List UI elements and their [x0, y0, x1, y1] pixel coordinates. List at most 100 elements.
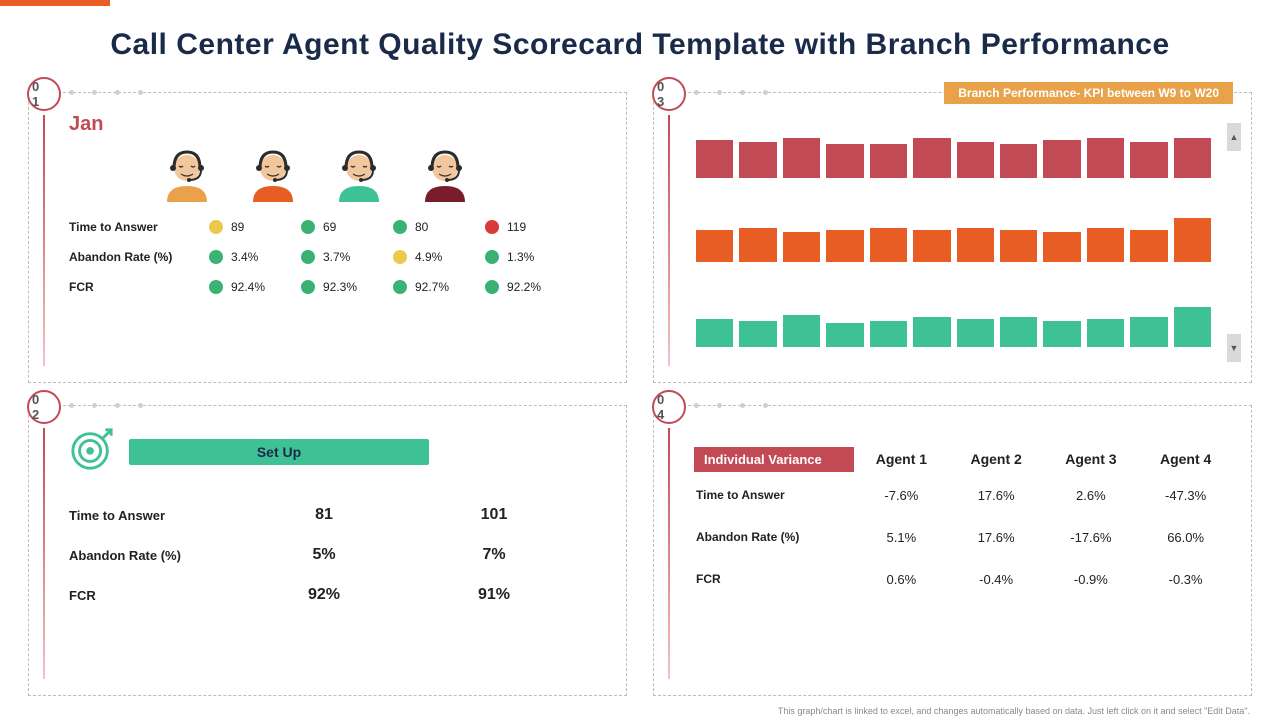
table-cell: 66.0% — [1138, 530, 1233, 545]
panel-badge-01: 0 1 — [27, 77, 61, 111]
setup-value: 92% — [239, 586, 409, 604]
table-cell: -0.4% — [949, 572, 1044, 587]
setup-label: FCR — [69, 588, 239, 603]
panel-branch-kpi: 0 3 Branch Performance- KPI between W9 t… — [653, 92, 1252, 383]
status-dot — [301, 280, 315, 294]
bar — [739, 228, 776, 262]
col-header: Agent 2 — [949, 451, 1044, 467]
setup-row: FCR92%91% — [69, 575, 608, 615]
bar-series-row — [696, 305, 1211, 347]
metric-row: Time to Answer 89 69 80 119 — [69, 212, 608, 242]
panel-jan-metrics: 0 1 Jan Time to Answer896980119Abandon R… — [28, 92, 627, 383]
decor-vline — [43, 428, 45, 679]
bar — [957, 319, 994, 347]
panel-setup: 0 2 Set Up Time to Answer81101Abandon Ra… — [28, 405, 627, 696]
col-header: Agent 4 — [1138, 451, 1233, 467]
row-label: Abandon Rate (%) — [694, 530, 854, 544]
metric-cell: 3.7% — [301, 250, 363, 264]
scroll-down-button[interactable]: ▼ — [1227, 334, 1241, 362]
metric-value: 92.7% — [415, 280, 449, 294]
metric-value: 69 — [323, 220, 336, 234]
panel-grid: 0 1 Jan Time to Answer896980119Abandon R… — [28, 92, 1252, 696]
metric-label: Abandon Rate (%) — [69, 250, 209, 264]
bar — [1043, 232, 1080, 262]
bar — [1000, 144, 1037, 178]
metric-cell: 4.9% — [393, 250, 455, 264]
table-row: Abandon Rate (%)5.1%17.6%-17.6%66.0% — [694, 516, 1233, 558]
panel-variance: 0 4 Individual Variance Agent 1 Agent 2 … — [653, 405, 1252, 696]
headset-agent-icon — [331, 146, 387, 202]
bar — [826, 323, 863, 347]
metric-cell: 80 — [393, 220, 455, 234]
accent-bar — [0, 0, 110, 6]
panel-badge-03: 0 3 — [652, 77, 686, 111]
bar — [1130, 317, 1167, 347]
status-dot — [209, 220, 223, 234]
bar — [957, 142, 994, 178]
variance-badge: Individual Variance — [694, 447, 854, 472]
bar — [913, 230, 950, 262]
status-dot — [393, 250, 407, 264]
status-dot — [393, 280, 407, 294]
status-dot — [485, 250, 499, 264]
setup-value: 101 — [409, 506, 579, 524]
metric-value: 4.9% — [415, 250, 442, 264]
bar — [913, 317, 950, 347]
table-head: Individual Variance Agent 1 Agent 2 Agen… — [694, 444, 1233, 474]
bar — [783, 315, 820, 347]
bar — [739, 142, 776, 178]
decor-vline — [668, 115, 670, 366]
metric-value: 92.4% — [231, 280, 265, 294]
headset-agent-icon — [159, 146, 215, 202]
target-icon — [69, 426, 115, 477]
scroll-up-button[interactable]: ▲ — [1227, 123, 1241, 151]
setup-row: Time to Answer81101 — [69, 495, 608, 535]
bar — [870, 144, 907, 178]
metric-value: 119 — [507, 220, 526, 234]
headset-agent-icon — [417, 146, 473, 202]
metric-cell: 3.4% — [209, 250, 271, 264]
scrollbar[interactable]: ▲ ▼ — [1227, 123, 1241, 362]
metric-value: 92.3% — [323, 280, 357, 294]
headset-agent-icon — [245, 146, 301, 202]
metric-value: 89 — [231, 220, 244, 234]
bar — [957, 228, 994, 262]
row-label: FCR — [694, 572, 854, 586]
bar — [1043, 321, 1080, 347]
month-label: Jan — [69, 113, 608, 136]
table-row: Time to Answer-7.6%17.6%2.6%-47.3% — [694, 474, 1233, 516]
setup-value: 91% — [409, 586, 579, 604]
bar — [1174, 138, 1211, 178]
variance-table: Individual Variance Agent 1 Agent 2 Agen… — [694, 444, 1233, 600]
metric-cell: 92.2% — [485, 280, 547, 294]
table-row: FCR0.6%-0.4%-0.9%-0.3% — [694, 558, 1233, 600]
status-dot — [301, 220, 315, 234]
table-cell: 17.6% — [949, 488, 1044, 503]
status-dot — [485, 280, 499, 294]
bar — [1130, 142, 1167, 178]
metric-cell: 1.3% — [485, 250, 547, 264]
metric-cell: 92.4% — [209, 280, 271, 294]
metric-cell: 92.7% — [393, 280, 455, 294]
bar — [913, 138, 950, 178]
bar-series-row — [696, 220, 1211, 262]
bar — [1174, 307, 1211, 347]
bar — [1087, 228, 1124, 262]
decor-dots — [694, 90, 768, 95]
col-header: Agent 3 — [1044, 451, 1139, 467]
setup-value: 7% — [409, 546, 579, 564]
bar — [696, 140, 733, 178]
setup-value: 81 — [239, 506, 409, 524]
bar — [696, 319, 733, 347]
table-cell: 5.1% — [854, 530, 949, 545]
metric-value: 80 — [415, 220, 428, 234]
bar — [826, 144, 863, 178]
metric-cell: 69 — [301, 220, 363, 234]
bar — [739, 321, 776, 347]
bar — [1130, 230, 1167, 262]
setup-value: 5% — [239, 546, 409, 564]
metric-value: 1.3% — [507, 250, 534, 264]
metric-label: Time to Answer — [69, 220, 209, 234]
kpi-header: Branch Performance- KPI between W9 to W2… — [944, 82, 1233, 104]
metric-row: FCR92.4%92.3%92.7%92.2% — [69, 272, 608, 302]
